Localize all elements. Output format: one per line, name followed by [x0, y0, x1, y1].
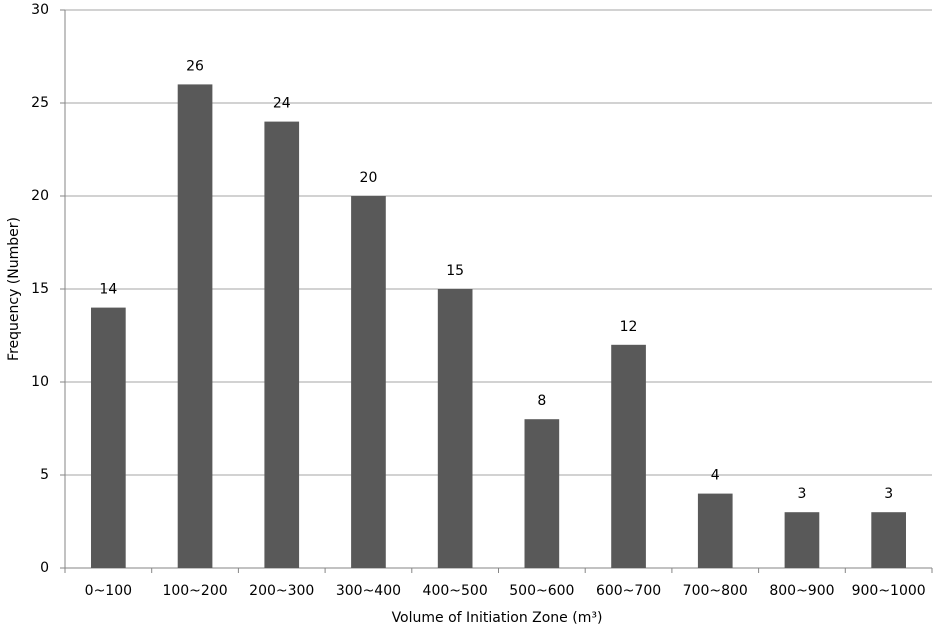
data-label: 8: [537, 393, 546, 409]
data-label: 15: [446, 263, 464, 279]
data-label: 14: [99, 282, 117, 298]
x-tick-label: 800~900: [769, 583, 834, 599]
bar: [437, 289, 473, 568]
bar: [611, 344, 646, 568]
bar: [177, 84, 213, 569]
y-tick-label: 10: [31, 374, 49, 390]
data-label: 24: [273, 96, 291, 112]
bar: [351, 196, 386, 568]
data-label: 3: [884, 486, 893, 502]
x-tick-label: 300~400: [336, 583, 401, 599]
y-tick-label: 15: [31, 281, 49, 297]
y-tick-label: 25: [31, 95, 49, 111]
x-tick-label: 900~1000: [852, 583, 926, 599]
y-tick-label: 5: [40, 467, 49, 483]
y-axis-label: Frequency (Number): [6, 217, 22, 361]
x-tick-label: 200~300: [249, 583, 314, 599]
bar: [697, 493, 733, 568]
x-tick-label: 700~800: [683, 583, 748, 599]
x-tick-label: 600~700: [596, 583, 661, 599]
x-axis-label: Volume of Initiation Zone (m³): [392, 610, 603, 626]
x-tick-label: 0~100: [85, 583, 132, 599]
data-label: 4: [711, 468, 720, 484]
data-label: 12: [620, 319, 638, 335]
data-label: 26: [186, 58, 204, 74]
bar: [524, 419, 560, 568]
y-tick-label: 30: [31, 2, 49, 18]
x-tick-label: 500~600: [509, 583, 574, 599]
data-label: 20: [360, 170, 378, 186]
x-tick-label: 100~200: [162, 583, 227, 599]
bar: [264, 121, 300, 568]
data-label: 3: [797, 486, 806, 502]
y-tick-label: 0: [40, 560, 49, 576]
y-tick-label: 20: [31, 188, 49, 204]
x-tick-label: 400~500: [423, 583, 488, 599]
bar: [871, 512, 906, 568]
bar: [784, 512, 820, 568]
bar: [91, 307, 126, 568]
